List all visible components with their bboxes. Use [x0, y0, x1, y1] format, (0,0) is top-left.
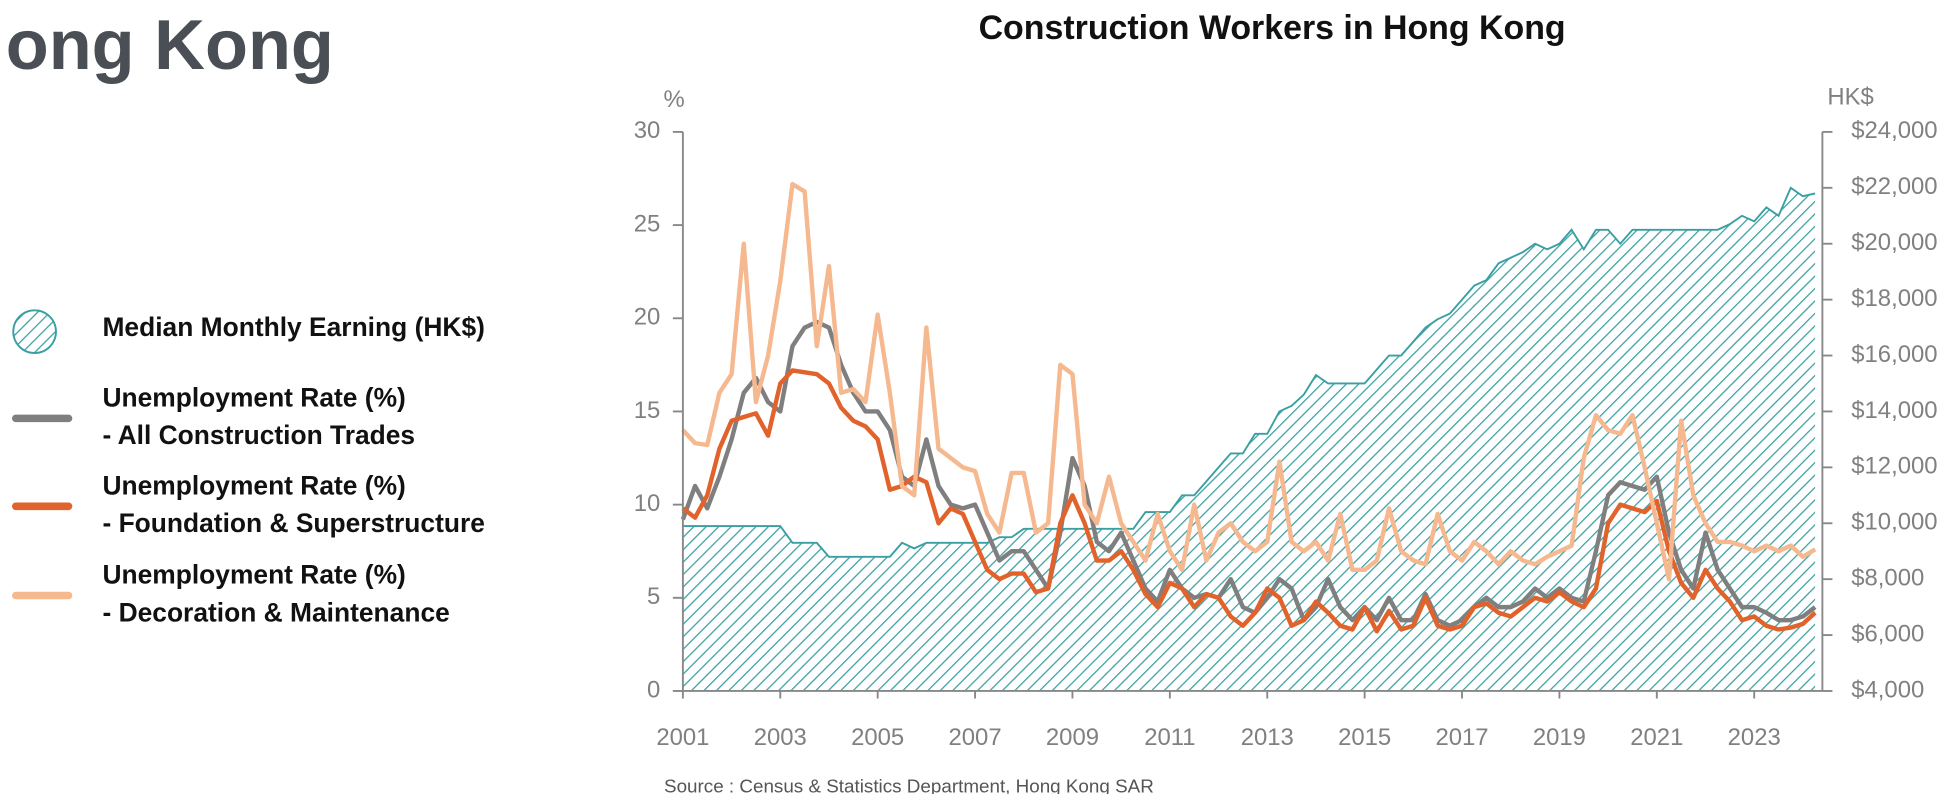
x-tick-label: 2019: [1533, 724, 1586, 751]
y2-tick-label: $22,000: [1851, 173, 1937, 200]
legend-label: Unemployment Rate (%) - Decoration & Main…: [102, 560, 449, 628]
y2-tick-label: $20,000: [1851, 229, 1937, 256]
y2-tick-label: $24,000: [1851, 117, 1937, 144]
source-note: Source : Census & Statistics Department,…: [664, 776, 1154, 794]
area: [682, 187, 1816, 691]
y-tick-label: 25: [634, 210, 661, 237]
y2-tick-label: $12,000: [1851, 453, 1937, 480]
x-tick-label: 2009: [1046, 724, 1099, 751]
y2-tick-label: $10,000: [1851, 509, 1937, 536]
area-edge: [682, 186, 1816, 558]
legend-label: Unemployment Rate (%) - All Construction …: [102, 382, 415, 450]
y2-tick-label: $6,000: [1851, 620, 1924, 647]
plot-area: [680, 181, 1817, 691]
y-tick-label: 0: [647, 676, 660, 703]
y-tick-label: 5: [647, 583, 660, 610]
x-tick-label: 2011: [1144, 724, 1195, 751]
y2-tick-label: $8,000: [1851, 564, 1924, 591]
x-tick-label: 2023: [1728, 724, 1781, 751]
y-tick-label: 15: [634, 397, 661, 424]
y2-tick-label: $16,000: [1851, 341, 1937, 368]
x-tick-label: 2005: [851, 724, 904, 751]
y2-tick-label: $4,000: [1851, 676, 1924, 703]
line: [681, 368, 1817, 634]
y-tick-label: 10: [634, 490, 661, 517]
x-tick-label: 2001: [656, 724, 709, 751]
legend-swatch: [12, 309, 57, 354]
page-heading: ong Kong: [6, 5, 334, 84]
y2-tick-label: $18,000: [1851, 285, 1937, 312]
x-tick-label: 2017: [1435, 724, 1488, 751]
line: [680, 319, 1817, 628]
line: [681, 181, 1817, 582]
legend-label: Median Monthly Earning (HK$): [102, 312, 484, 342]
y-tick-label: 30: [634, 117, 661, 144]
y2-tick-label: $14,000: [1851, 397, 1937, 424]
x-tick-label: 2013: [1241, 724, 1294, 751]
x-tick-label: 2015: [1338, 724, 1391, 751]
x-tick-label: 2007: [949, 724, 1002, 751]
x-tick-label: 2003: [754, 724, 807, 751]
legend-label: Unemployment Rate (%) - Foundation & Supe…: [102, 470, 484, 538]
x-tick-label: 2021: [1630, 724, 1683, 751]
y-tick-label: 20: [634, 304, 661, 331]
y-axis-unit: %: [663, 86, 684, 113]
chart-title: Construction Workers in Hong Kong: [979, 9, 1566, 47]
y2-axis-unit: HK$: [1827, 83, 1873, 110]
